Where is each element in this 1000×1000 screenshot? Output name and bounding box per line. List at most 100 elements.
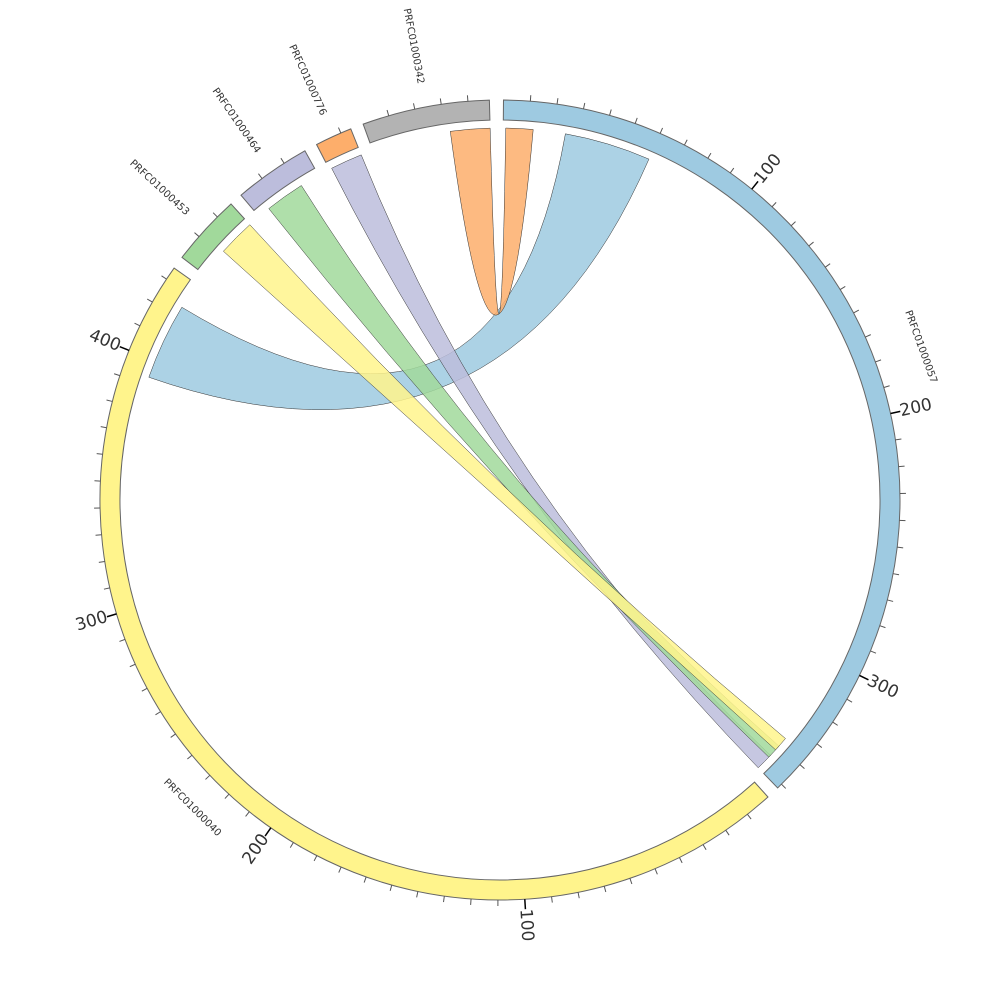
minor-tick [609,109,612,116]
minor-tick [389,884,393,891]
minor-tick [790,221,796,227]
minor-tick [853,309,860,314]
minor-tick [832,721,838,726]
minor-tick [443,896,445,903]
minor-tick [212,212,218,218]
minor-tick [556,98,559,105]
minor-tick [386,109,390,116]
minor-tick [439,98,442,105]
sector-label: PRFC01000057 [902,309,939,385]
sector-label: PRFC01000453 [127,158,191,218]
minor-tick [771,202,777,208]
minor-tick [747,813,752,820]
minor-tick [170,733,176,738]
tick-label: 200 [238,830,273,868]
sector-label: PRFC01000776 [286,43,328,117]
minor-tick [729,167,735,174]
chord-1 [449,127,534,316]
minor-tick [258,173,263,179]
minor-tick [416,891,419,898]
minor-tick [103,587,110,590]
minor-tick [839,285,846,290]
minor-tick [870,650,877,654]
major-tick [119,345,130,352]
minor-tick [865,334,871,338]
major-tick [890,410,901,415]
tick-label: 400 [86,325,124,356]
minor-tick [194,232,200,237]
minor-tick [106,399,113,402]
minor-tick [155,711,161,716]
chord-4 [223,224,786,751]
minor-tick [824,263,831,268]
minor-tick [897,546,904,549]
sector-prfc01000040 [99,267,769,901]
minor-tick [363,876,367,883]
minor-tick [134,322,141,327]
minor-tick [634,117,638,124]
minor-tick [551,896,553,903]
minor-tick [879,625,886,629]
chord-0 [148,133,650,410]
minor-tick [707,152,712,159]
minor-tick [895,438,902,441]
minor-tick [725,829,730,836]
minor-tick [603,886,607,893]
minor-tick [338,127,342,134]
tick-label: 200 [898,395,934,422]
minor-tick [245,811,250,817]
minor-tick [95,534,102,536]
minor-tick [893,573,900,576]
minor-tick [205,774,211,780]
minor-tick [577,892,580,899]
minor-tick [313,855,318,862]
minor-tick [280,157,285,164]
sector-label: PRFC01000040 [161,777,223,839]
minor-tick [100,426,107,429]
sector-prfc01000057 [502,99,901,789]
minor-tick [161,275,167,280]
chords [148,127,786,769]
minor-tick [846,698,853,703]
major-tick [859,674,869,681]
tick-label: 300 [73,607,110,635]
minor-tick [898,465,905,468]
minor-tick [875,359,882,363]
minor-tick [808,241,814,247]
tick-label: 300 [864,671,902,703]
major-tick [524,899,527,910]
sector-label: PRFC01000342 [401,8,426,85]
sector-label: PRFC01000464 [210,86,263,155]
major-tick [751,180,759,190]
minor-tick [338,866,342,873]
tick-label: 100 [515,908,537,942]
minor-tick [629,878,633,885]
minor-tick [887,599,894,602]
minor-tick [781,783,787,789]
minor-tick [702,844,707,851]
minor-tick [413,103,416,110]
minor-tick [883,385,890,388]
minor-tick [146,298,153,303]
sector-prfc01000464 [240,150,316,212]
sector-prfc01000776 [315,128,359,163]
minor-tick [289,842,294,848]
tick-label: 100 [750,150,786,188]
minor-tick [654,868,658,875]
minor-tick [129,663,136,668]
minor-tick [96,453,103,455]
minor-tick [113,373,120,377]
minor-tick [816,743,823,748]
minor-tick [799,764,805,769]
major-tick [264,827,272,837]
sectors [94,95,906,910]
sector-prfc01000453 [181,203,246,271]
minor-tick [583,102,586,109]
sector-prfc01000342 [362,99,491,144]
major-tick [106,613,117,618]
minor-tick [224,793,230,799]
minor-tick [679,857,683,864]
minor-tick [119,638,126,642]
